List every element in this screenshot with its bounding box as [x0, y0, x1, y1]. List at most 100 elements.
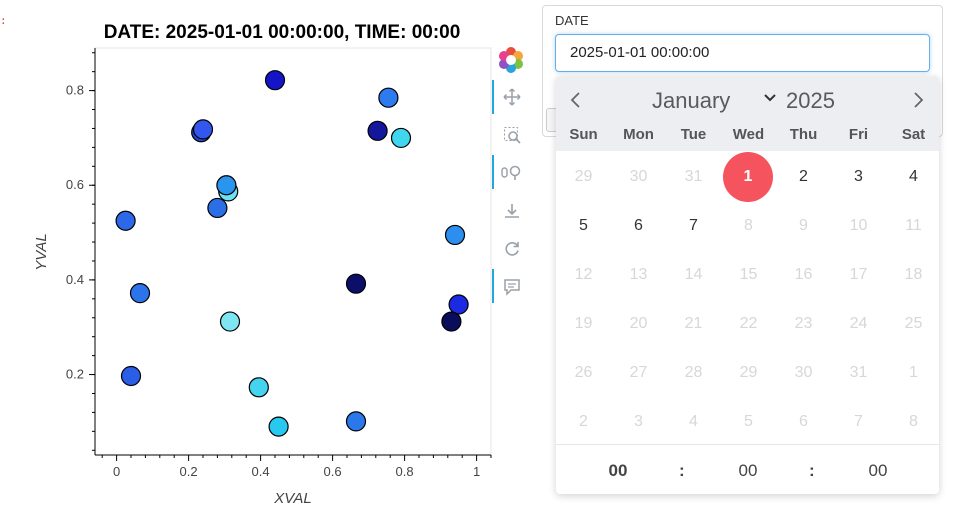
calendar-day: 11 [905, 217, 922, 234]
year-input[interactable]: 2025 [786, 88, 835, 113]
calendar-day: 14 [684, 266, 703, 283]
plot-toolbar [492, 44, 530, 314]
weekday-header: Sun [569, 126, 598, 143]
month-select[interactable]: January [652, 88, 731, 113]
calendar-day[interactable]: 6 [634, 217, 643, 234]
data-point [441, 311, 462, 332]
y-tick-label: 0.8 [66, 83, 84, 98]
y-axis-label: YVAL [33, 233, 50, 271]
weekday-header: Tue [680, 126, 707, 143]
calendar-day: 31 [849, 364, 868, 381]
date-input[interactable]: 2025-01-01 00:00:00 [555, 34, 930, 72]
pan-active-indicator [492, 80, 494, 114]
bokeh-logo[interactable] [498, 47, 524, 73]
calendar-header [556, 76, 939, 151]
y-tick-label: 0.2 [66, 367, 84, 382]
calendar-day: 3 [634, 413, 643, 430]
calendar-day[interactable]: 3 [854, 168, 863, 185]
data-point [216, 175, 237, 196]
reset-icon[interactable] [498, 235, 526, 263]
calendar-day: 23 [794, 315, 813, 332]
calendar-day: 29 [739, 364, 758, 381]
calendar-day[interactable]: 7 [689, 217, 698, 234]
calendar-day[interactable]: 2 [799, 168, 808, 185]
y-tick-label: 0.4 [66, 272, 84, 287]
calendar-day: 4 [689, 413, 698, 430]
chart-title: DATE: 2025-01-01 00:00:00, TIME: 00:00 [104, 22, 461, 43]
calendar-day[interactable]: 4 [909, 168, 918, 185]
calendar-day: 18 [904, 266, 923, 283]
error-marker: : [0, 14, 7, 27]
calendar-day-selected[interactable]: 1 [723, 152, 773, 202]
data-point [129, 283, 151, 304]
calendar-day: 31 [684, 168, 703, 185]
x-axis-label: XVAL [273, 490, 312, 507]
weekday-header: Wed [732, 126, 765, 143]
plot-frame [94, 47, 492, 456]
calendar-day: 30 [629, 168, 648, 185]
calendar-day: 19 [574, 315, 593, 332]
calendar-day: 5 [744, 413, 753, 430]
calendar-day: 10 [849, 217, 868, 234]
data-point [207, 197, 228, 219]
calendar-day: 27 [629, 364, 648, 381]
calendar-day: 16 [794, 266, 813, 283]
calendar-day: 8 [744, 217, 753, 234]
data-point [345, 411, 367, 432]
x-tick-label: 0.2 [180, 464, 198, 479]
calendar-day: 1 [909, 364, 918, 381]
weekday-header: Sat [901, 126, 926, 143]
x-tick-label: 0 [113, 464, 120, 479]
hover-active-indicator [492, 269, 494, 303]
calendar-popup: January 2025 Sun Mon Tue Wed Thu Fri Sat 29 30 3… [556, 76, 939, 494]
data-point [367, 120, 388, 141]
box-zoom-icon[interactable] [498, 121, 526, 149]
data-point [448, 294, 469, 315]
calendar-day: 25 [904, 315, 923, 332]
calendar-day: 22 [739, 315, 758, 332]
calendar-day: 28 [684, 364, 703, 381]
time-picker: 00 : 00 : 00 [556, 444, 939, 494]
calendar-day: 9 [799, 217, 808, 234]
save-icon[interactable] [498, 197, 526, 225]
hour-input[interactable]: 00 [608, 461, 628, 480]
calendar-day: 26 [574, 364, 593, 381]
widget-label: DATE [555, 13, 589, 28]
calendar-day: 20 [629, 315, 648, 332]
calendar-day: 8 [909, 413, 918, 430]
chevron-down-icon[interactable] [764, 92, 776, 106]
calendar-day: 7 [854, 413, 863, 430]
calendar-day: 21 [684, 315, 703, 332]
calendar-day: 6 [799, 413, 808, 430]
hover-icon[interactable] [498, 273, 526, 301]
data-point [264, 70, 286, 91]
minute-input[interactable]: 00 [738, 461, 758, 480]
prev-month-icon[interactable] [564, 88, 588, 118]
data-point [115, 210, 136, 231]
weekday-header: Mon [623, 126, 654, 143]
x-tick-label: 0.8 [396, 464, 414, 479]
calendar-day[interactable]: 5 [579, 217, 588, 234]
y-tick-label: 0.6 [66, 177, 84, 192]
scatter-plot[interactable]: DATE: 2025-01-01 00:00:00, TIME: 00:00 0 0… [0, 0, 540, 517]
weekday-header: Fri [848, 126, 869, 143]
data-point [444, 224, 466, 246]
calendar-day: 17 [849, 266, 868, 283]
x-tick-label: 0.6 [324, 464, 342, 479]
time-separator: : [679, 461, 685, 480]
calendar-day: 24 [849, 315, 868, 332]
wheel-zoom-icon[interactable] [498, 159, 526, 187]
x-tick-label: 1 [473, 464, 480, 479]
calendar-day: 29 [574, 168, 593, 185]
wheel-zoom-active-indicator [492, 155, 494, 189]
data-point [345, 273, 367, 294]
pan-icon[interactable] [498, 83, 526, 111]
next-month-icon[interactable] [906, 88, 930, 118]
calendar-day: 15 [739, 266, 758, 283]
time-separator: : [809, 461, 815, 480]
second-input[interactable]: 00 [868, 461, 888, 480]
data-point [192, 119, 214, 140]
data-point [219, 311, 241, 332]
data-point [390, 127, 412, 149]
weekday-header: Thu [789, 126, 818, 143]
